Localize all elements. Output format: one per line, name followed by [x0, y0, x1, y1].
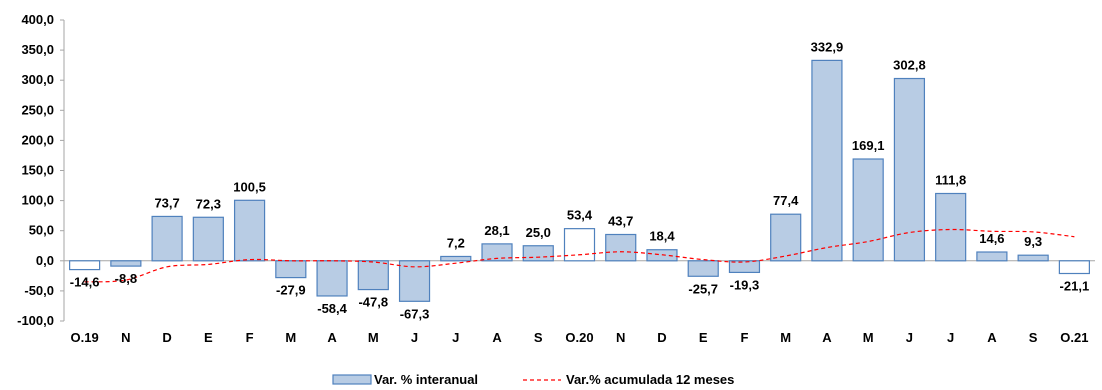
y-tick-label: 50,0 — [29, 223, 54, 238]
bar — [522, 245, 554, 262]
x-tick-label: J — [947, 330, 954, 345]
cumulative-line — [84, 228, 1075, 283]
bar-data-label: 332,9 — [811, 39, 844, 54]
x-tick-label: J — [452, 330, 459, 345]
x-tick-label: E — [204, 330, 213, 345]
line-series — [84, 228, 1075, 283]
bar-data-label: -14,6 — [70, 275, 100, 290]
legend-label-line: Var.% acumulada 12 meses — [566, 372, 734, 387]
bar — [69, 260, 101, 271]
bar-data-label: -58,4 — [317, 301, 347, 316]
x-tick-label: J — [906, 330, 913, 345]
y-tick-label: 100,0 — [21, 193, 54, 208]
x-tick-label: A — [492, 330, 502, 345]
y-tick-label: 0,0 — [36, 253, 54, 268]
bar-data-label: 14,6 — [979, 231, 1004, 246]
x-tick-label: D — [657, 330, 666, 345]
bar — [192, 216, 224, 262]
bar — [275, 260, 307, 279]
x-tick-label: M — [780, 330, 791, 345]
x-tick-label: M — [285, 330, 296, 345]
x-tick-label: N — [616, 330, 625, 345]
bar — [440, 255, 472, 262]
y-tick-label: 250,0 — [21, 102, 54, 117]
bar-series — [69, 59, 1090, 302]
legend-swatch-bars — [332, 374, 372, 385]
bar-data-label: 100,5 — [233, 179, 266, 194]
bar — [893, 77, 926, 262]
bar-data-label: 72,3 — [196, 196, 221, 211]
bar — [687, 260, 719, 277]
y-tick-label: 400,0 — [21, 12, 54, 27]
bar — [357, 260, 389, 291]
bar — [316, 260, 348, 297]
x-tick-label: S — [1029, 330, 1038, 345]
bar-data-label: -27,9 — [276, 283, 306, 298]
y-tick-label: 350,0 — [21, 42, 54, 57]
x-tick-label: D — [162, 330, 171, 345]
x-tick-label: O.19 — [71, 330, 99, 345]
bar-data-label: 28,1 — [484, 223, 509, 238]
bar — [605, 233, 637, 262]
bar — [110, 260, 142, 267]
bar — [398, 260, 431, 302]
bar-data-label: 111,8 — [935, 172, 966, 187]
x-tick-label: A — [327, 330, 337, 345]
x-tick-label: O.20 — [565, 330, 593, 345]
bar-data-label: -47,8 — [358, 295, 388, 310]
bar — [728, 260, 761, 274]
x-tick-label: F — [740, 330, 748, 345]
bar — [811, 59, 843, 262]
bar — [233, 199, 266, 262]
bar — [563, 228, 596, 262]
bar — [770, 213, 802, 262]
bar — [935, 192, 967, 262]
bar-data-label: 53,4 — [567, 208, 593, 223]
bar-data-label: -67,3 — [400, 306, 430, 321]
data-labels: -14,6 -8,8 73,7 72,3 100,5 -27,9 -58,4 -47,8 -67… — [70, 39, 1089, 321]
y-tick-label: -50,0 — [24, 283, 54, 298]
x-tick-label: A — [822, 330, 832, 345]
bar-data-label: 7,2 — [447, 235, 465, 250]
bar-data-label: -25,7 — [688, 281, 718, 296]
bar-data-label: 43,7 — [608, 213, 633, 228]
bar-data-label: 25,0 — [526, 225, 551, 240]
bar-data-label: 302,8 — [893, 58, 926, 73]
bar-data-label: 18,4 — [649, 229, 675, 244]
bar-data-label: -19,3 — [730, 277, 760, 292]
bar — [852, 158, 884, 262]
x-tick-label: M — [863, 330, 874, 345]
bar — [481, 243, 513, 262]
x-tick-label: O.21 — [1060, 330, 1088, 345]
x-tick-label: A — [987, 330, 997, 345]
x-tick-label: F — [246, 330, 254, 345]
axes: -100,0 -50,0 0,0 50,0 100,0 150,0 200,0 250,0 30… — [17, 12, 1095, 345]
legend: Var. % interanual Var.% acumulada 12 mes… — [332, 372, 734, 387]
x-tick-label: S — [534, 330, 543, 345]
bar — [151, 215, 183, 262]
bar-data-label: -21,1 — [1060, 279, 1090, 294]
bar-data-label: 169,1 — [852, 138, 885, 153]
bar-data-label: -8,8 — [115, 271, 137, 286]
x-tick-label: M — [368, 330, 379, 345]
y-tick-label: 200,0 — [21, 132, 54, 147]
legend-label-bars: Var. % interanual — [374, 372, 478, 387]
y-tick-label: 150,0 — [21, 163, 54, 178]
x-tick-label: N — [121, 330, 130, 345]
bar — [1017, 254, 1049, 262]
y-tick-label: -100,0 — [17, 313, 54, 328]
bar-data-label: 77,4 — [773, 193, 799, 208]
bar — [976, 251, 1008, 262]
bar-data-label: 73,7 — [154, 195, 179, 210]
bar-data-label: 9,3 — [1024, 234, 1042, 249]
x-tick-label: J — [411, 330, 418, 345]
bar — [1058, 260, 1090, 275]
x-tick-label: E — [699, 330, 708, 345]
y-tick-label: 300,0 — [21, 72, 54, 87]
